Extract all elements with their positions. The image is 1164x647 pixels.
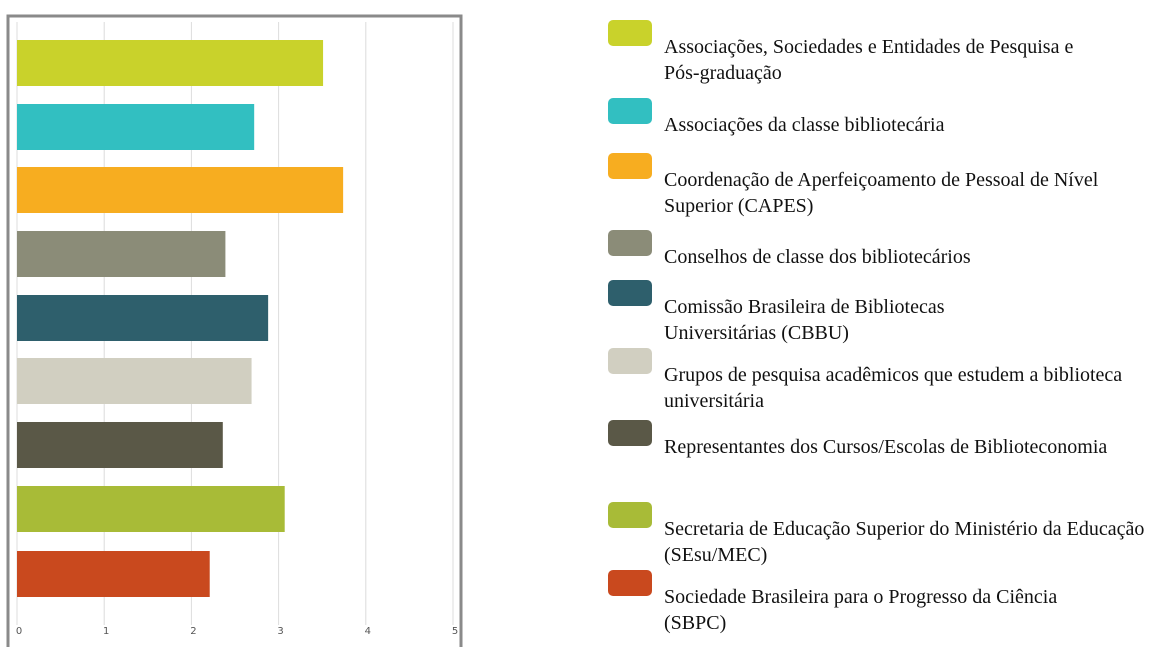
bar: [17, 231, 226, 277]
legend-label: Representantes dos Cursos/Escolas de Bib…: [664, 436, 1108, 458]
legend-label: Coordenação de Aperfeiçoamento de Pessoa…: [664, 169, 1099, 217]
legend-swatch: [608, 570, 652, 596]
bar: [17, 422, 223, 468]
legend-label: Conselhos de classe dos bibliotecários: [664, 246, 971, 268]
x-tick-label: 0: [16, 626, 22, 637]
bar: [17, 486, 285, 532]
legend-swatch: [608, 280, 652, 306]
legend-label: Associações, Sociedades e Entidades de P…: [664, 36, 1074, 84]
bar: [17, 104, 255, 150]
legend-swatch: [608, 20, 652, 46]
legend-swatch: [608, 98, 652, 124]
legend-label: Associações da classe bibliotecária: [664, 114, 945, 136]
chart: 0 1 2 3 4 5: [6, 14, 463, 647]
legend-swatch: [608, 348, 652, 374]
legend-swatch: [608, 230, 652, 256]
bar: [17, 358, 252, 404]
x-tick-label: 5: [452, 626, 458, 637]
legend-swatch: [608, 153, 652, 179]
x-tick-label: 4: [365, 626, 371, 637]
legend-swatch: [608, 420, 652, 446]
bar: [17, 295, 269, 341]
x-tick-label: 3: [277, 626, 283, 637]
bar: [17, 551, 210, 597]
bar: [17, 167, 344, 213]
legend-label: Comissão Brasileira de Bibliotecas Unive…: [664, 296, 945, 344]
bar: [17, 40, 324, 86]
x-tick-label: 1: [103, 626, 109, 637]
x-tick-label: 2: [190, 626, 196, 637]
legend-label: Secretaria de Educação Superior do Minis…: [664, 518, 1145, 566]
legend-swatch: [608, 502, 652, 528]
legend-label: Grupos de pesquisa acadêmicos que estude…: [664, 364, 1123, 412]
legend-label: Sociedade Brasileira para o Progresso da…: [664, 586, 1058, 634]
